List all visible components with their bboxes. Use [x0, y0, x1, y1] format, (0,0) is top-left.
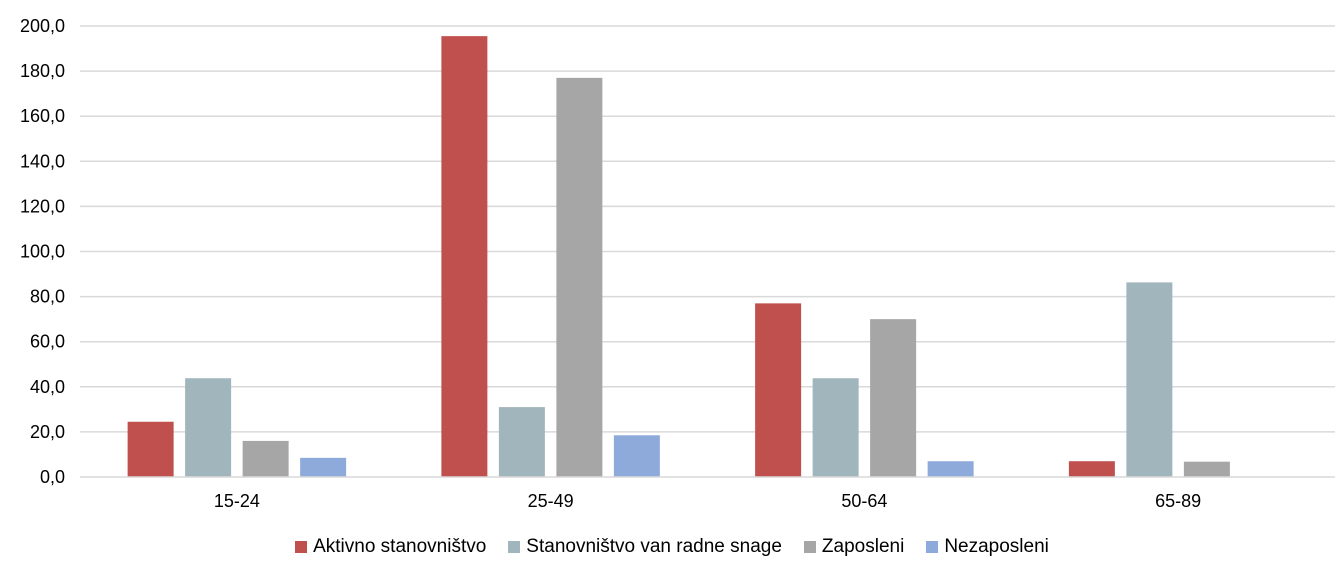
bar	[755, 303, 802, 477]
bar	[812, 378, 859, 477]
y-tick-label: 120,0	[20, 196, 65, 216]
y-tick-label: 180,0	[20, 61, 65, 81]
y-tick-label: 80,0	[30, 287, 65, 307]
bar	[1126, 282, 1173, 477]
y-tick-label: 200,0	[20, 16, 65, 36]
x-tick-label: 25-49	[528, 491, 574, 511]
bar	[242, 440, 289, 477]
legend-swatch-aktivno	[295, 541, 308, 553]
y-tick-label: 140,0	[20, 151, 65, 171]
legend-swatch-zaposleni	[803, 541, 816, 553]
legend-item-nezaposleni: Nezaposleni	[926, 536, 1049, 558]
legend: Aktivno stanovništvo Stanovništvo van ra…	[0, 534, 1344, 560]
legend-item-aktivno: Aktivno stanovništvo	[295, 536, 486, 558]
legend-label-aktivno: Aktivno stanovništvo	[313, 536, 487, 557]
bar	[127, 421, 174, 477]
bar	[1183, 461, 1230, 477]
x-tick-label: 50-64	[841, 491, 887, 511]
bar	[185, 378, 232, 477]
y-tick-label: 0,0	[40, 467, 65, 487]
y-tick-label: 160,0	[20, 106, 65, 126]
bar	[927, 461, 974, 477]
y-tick-label: 40,0	[30, 377, 65, 397]
bar	[613, 435, 660, 477]
bar	[870, 319, 917, 477]
legend-swatch-van-radne-snage	[508, 541, 521, 553]
x-tick-label: 15-24	[214, 491, 260, 511]
legend-label-zaposleni: Zaposleni	[821, 536, 905, 557]
bar	[300, 457, 347, 477]
y-tick-label: 100,0	[20, 242, 65, 262]
y-tick-label: 20,0	[30, 422, 65, 442]
bar	[556, 77, 603, 478]
legend-item-van-radne-snage: Stanovništvo van radne snage	[508, 536, 782, 558]
y-tick-label: 60,0	[30, 332, 65, 352]
x-tick-label: 65-89	[1155, 491, 1201, 511]
bar	[441, 36, 488, 478]
bar	[498, 407, 545, 477]
legend-swatch-nezaposleni	[926, 541, 939, 553]
legend-label-nezaposleni: Nezaposleni	[944, 536, 1049, 557]
legend-item-zaposleni: Zaposleni	[803, 536, 905, 558]
bar	[1068, 461, 1115, 477]
legend-label-van-radne-snage: Stanovništvo van radne snage	[526, 536, 782, 557]
bar-chart: 0,0 20,0 40,0 60,0 80,0 100,0 120,0 140,0 160,0 1…	[20, 16, 1335, 511]
